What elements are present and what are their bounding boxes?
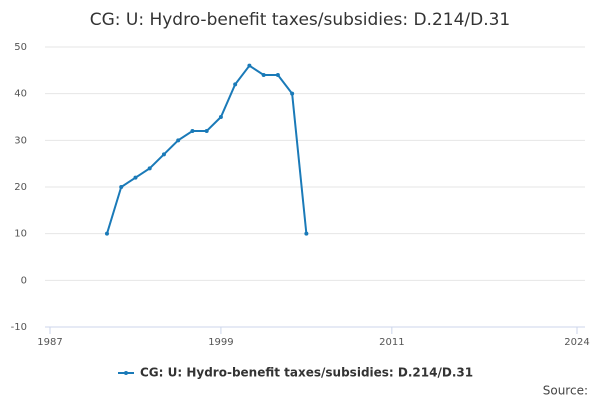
y-tick-label: 30 [14, 135, 27, 146]
x-tick-label: 2024 [564, 337, 589, 348]
point [233, 82, 238, 87]
y-tick-label: 20 [14, 182, 27, 193]
chart-title: CG: U: Hydro-benefit taxes/subsidies: D.… [90, 10, 511, 30]
point [304, 231, 309, 236]
line [106, 64, 308, 234]
point [218, 115, 223, 119]
point [133, 175, 138, 180]
point [261, 73, 266, 77]
point [275, 73, 280, 77]
y-tick-label: 40 [14, 89, 27, 100]
x-tick-label: 2011 [379, 337, 404, 348]
point [247, 63, 252, 68]
y-tick-label: -10 [11, 322, 27, 333]
point [204, 129, 209, 133]
y-tick-label: 10 [14, 229, 27, 240]
legend-marker [124, 371, 128, 375]
legend-label: CG: U: Hydro-benefit taxes/subsidies: D.… [140, 366, 473, 380]
x-tick-label: 1999 [208, 337, 233, 348]
point [190, 129, 195, 133]
x-tick-label: 1987 [37, 337, 62, 348]
y-tick-label: 50 [14, 42, 27, 53]
point [290, 91, 295, 96]
point [119, 185, 124, 189]
point [104, 231, 109, 236]
point [161, 152, 166, 157]
point [147, 166, 152, 171]
source: Source: [543, 384, 588, 398]
point [176, 138, 181, 143]
y-tick-label: 0 [21, 275, 27, 286]
